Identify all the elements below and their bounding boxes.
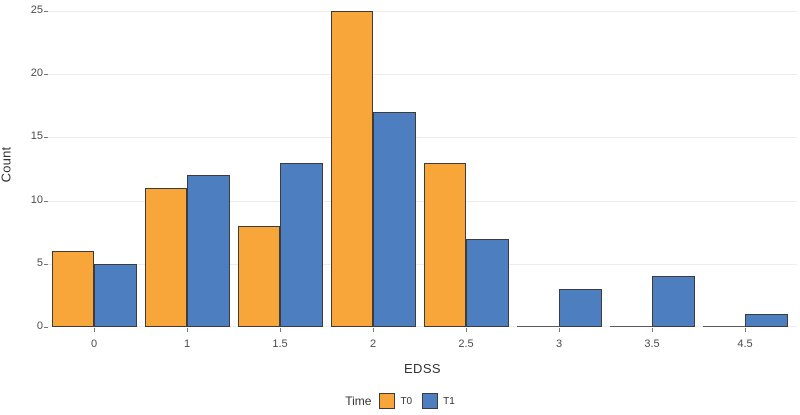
bar-T1-edss-2 [373,112,416,327]
bar-T1-edss-3.5 [652,276,695,327]
y-axis: 0 5 10 15 20 25 [0,0,48,340]
y-tick-label-5: 5 [36,256,43,269]
bar-T1-edss-1.5 [280,162,323,327]
bar-T0-edss-3 [516,326,559,327]
gridline-y-25 [48,11,797,12]
x-tick-mark-3.5 [652,328,653,332]
legend-title: Time [345,394,372,408]
legend: Time T0 T1 [0,389,800,413]
x-tick-label-2.5: 2.5 [458,338,474,350]
y-tick-mark-5 [44,263,48,265]
x-axis-title: EDSS [403,361,441,376]
y-tick-mark-10 [44,200,48,202]
bar-T0-edss-3.5 [609,326,652,327]
legend-label-T0: T0 [400,395,413,407]
x-tick-mark-1.5 [280,328,281,332]
legend-label-T1: T1 [443,395,455,407]
x-tick-label-1: 1 [183,338,191,350]
x-tick-mark-3 [559,328,560,332]
bar-T0-edss-2 [330,11,373,327]
bar-T0-edss-4.5 [702,326,745,327]
x-tick-mark-2 [373,328,374,332]
x-tick-label-3: 3 [555,338,563,350]
legend-items: T0 T1 [379,393,455,409]
x-tick-mark-2.5 [466,328,467,332]
y-tick-mark-0 [44,327,48,328]
x-tick-mark-4.5 [745,328,746,332]
gridline-y-15 [48,137,797,139]
x-tick-label-4.5: 4.5 [737,338,753,350]
bar-T1-edss-3 [559,289,602,327]
y-tick-mark-20 [44,74,48,76]
gridline-y-10 [48,200,797,202]
bar-T1-edss-1 [187,175,230,327]
gridline-y-5 [48,263,797,265]
x-tick-mark-0 [94,328,95,332]
x-tick-label-1.5: 1.5 [272,338,288,350]
bar-T1-edss-4.5 [745,314,788,327]
gridline-y-20 [48,74,797,76]
legend-swatch-T1 [422,393,439,409]
x-tick-label-0: 0 [90,338,98,350]
bar-T0-edss-0 [51,251,94,327]
bar-T1-edss-0 [94,263,137,327]
y-tick-label-25: 25 [30,4,43,16]
legend-item-T0: T0 [379,393,412,409]
y-tick-label-10: 10 [30,193,43,206]
x-tick-label-3.5: 3.5 [644,338,660,350]
x-tick-mark-1 [187,328,188,332]
bar-T0-edss-1 [144,187,187,327]
y-tick-label-20: 20 [30,67,43,80]
legend-swatch-T0 [379,393,396,409]
plot-area [48,0,797,327]
y-tick-mark-25 [44,11,48,12]
bar-T0-edss-2.5 [423,162,466,327]
y-tick-label-15: 15 [30,130,43,143]
y-tick-mark-15 [44,137,48,139]
y-tick-label-0: 0 [36,320,43,332]
bar-T0-edss-1.5 [237,225,280,327]
bar-T1-edss-2.5 [466,238,509,327]
legend-item-T1: T1 [422,393,455,409]
gridline-y-0 [48,326,797,327]
x-tick-label-2: 2 [369,338,377,350]
